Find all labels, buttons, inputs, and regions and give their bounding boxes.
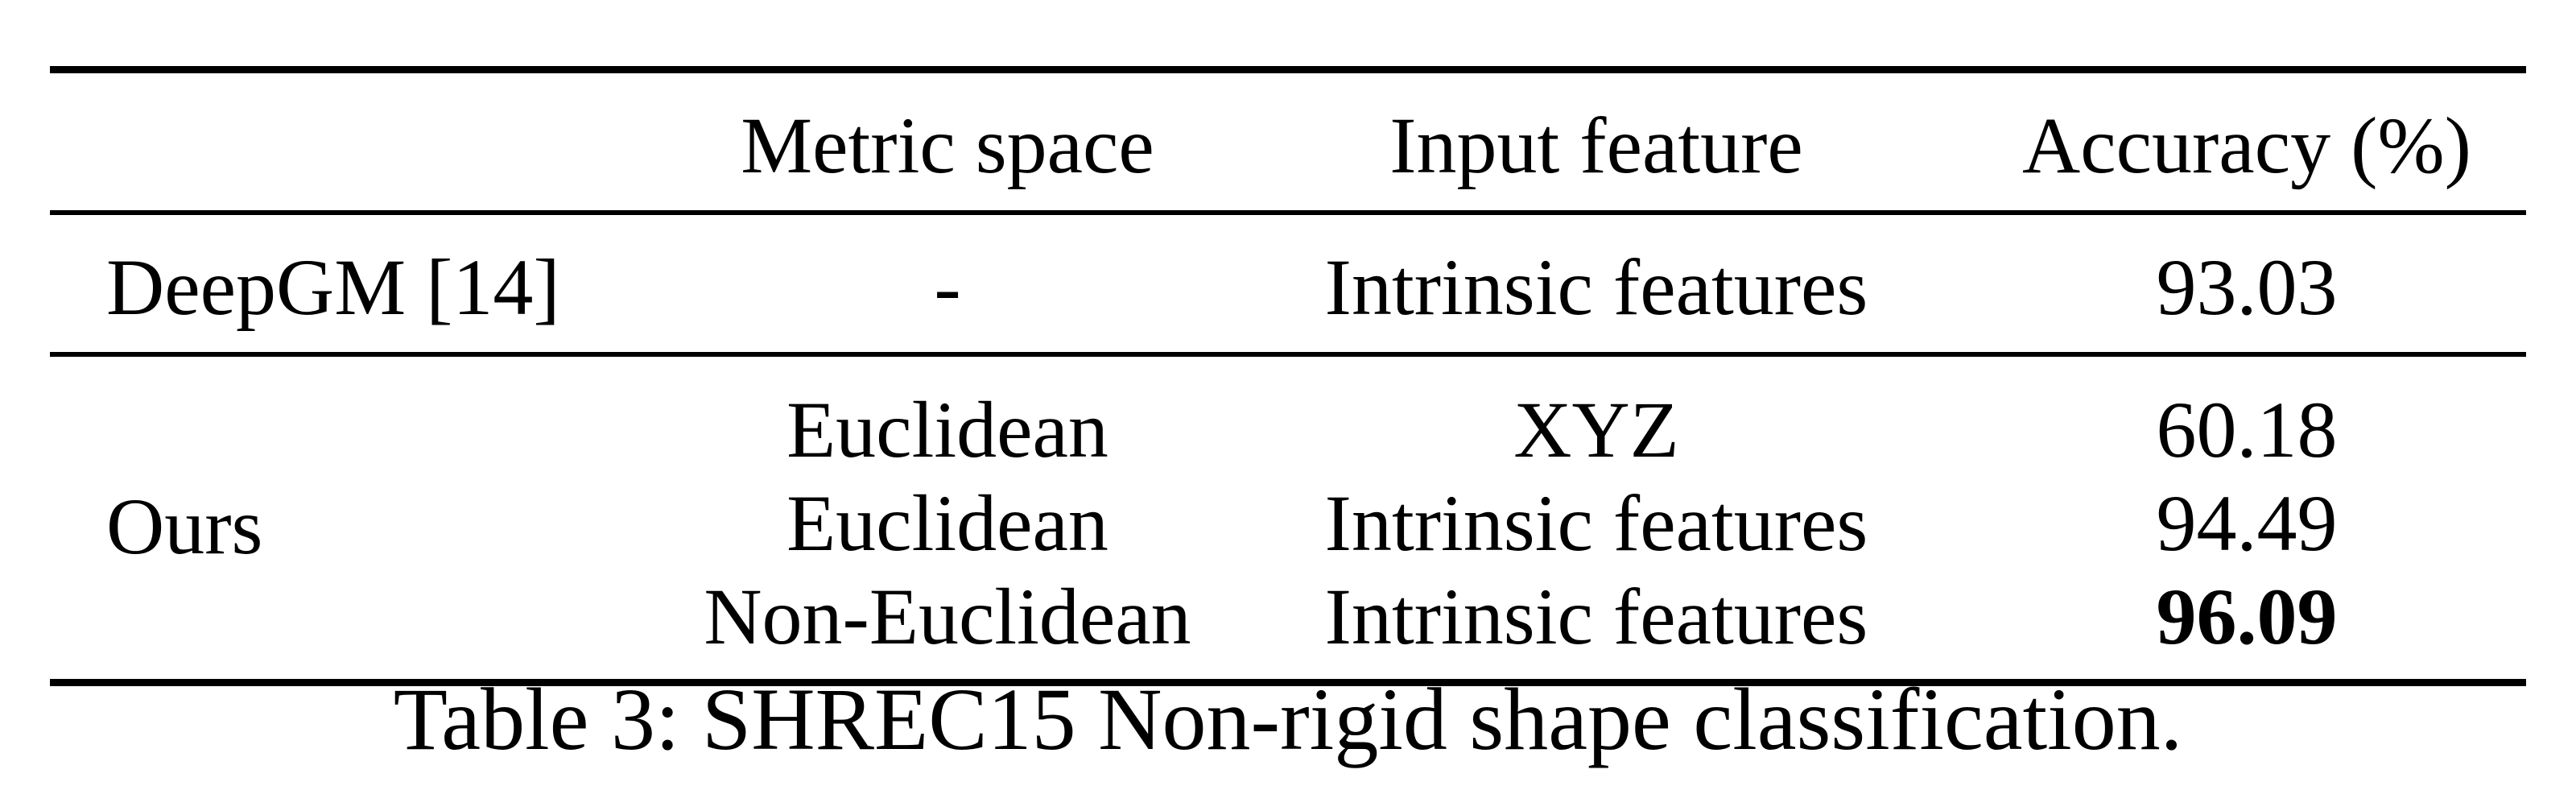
accuracy-cell-best: 96.09 <box>2156 572 2338 661</box>
metric-space-cell: Euclidean <box>786 478 1108 568</box>
input-feature-cell: Intrinsic features <box>1324 242 1868 332</box>
header-row: Metric space Input feature Accuracy (%) <box>50 73 2526 210</box>
mid-rule <box>50 352 2526 357</box>
method-cell-ours: Ours <box>106 482 263 571</box>
header-metric-space: Metric space <box>741 101 1154 190</box>
metric-space-cell: Euclidean <box>786 385 1108 474</box>
results-table: Metric space Input feature Accuracy (%) … <box>50 66 2526 686</box>
ours-block: Ours Euclidean XYZ 60.18 Euclidean Intri… <box>50 357 2526 679</box>
table-caption: Table 3: SHREC15 Non-rigid shape classif… <box>393 670 2183 768</box>
table-row-deepgm: DeepGM [14] - Intrinsic features 93.03 <box>50 215 2526 352</box>
accuracy-cell: 60.18 <box>2156 385 2338 474</box>
accuracy-cell: 93.03 <box>2156 242 2338 332</box>
header-accuracy: Accuracy (%) <box>2022 101 2471 190</box>
metric-space-cell: - <box>934 242 961 332</box>
bottom-rule <box>50 679 2526 686</box>
input-feature-cell: Intrinsic features <box>1324 478 1868 568</box>
table-row: Euclidean XYZ 60.18 <box>50 390 2526 482</box>
table-row: Non-Euclidean Intrinsic features 96.09 <box>50 577 2526 669</box>
top-rule <box>50 66 2526 73</box>
table-row: Euclidean Intrinsic features 94.49 <box>50 483 2526 576</box>
metric-space-cell: Non-Euclidean <box>704 572 1191 661</box>
input-feature-cell: XYZ <box>1513 385 1679 474</box>
header-rule <box>50 210 2526 215</box>
accuracy-cell: 94.49 <box>2156 478 2338 568</box>
header-input-feature: Input feature <box>1389 101 1803 190</box>
method-cell: DeepGM [14] <box>106 242 560 332</box>
input-feature-cell: Intrinsic features <box>1324 572 1868 661</box>
